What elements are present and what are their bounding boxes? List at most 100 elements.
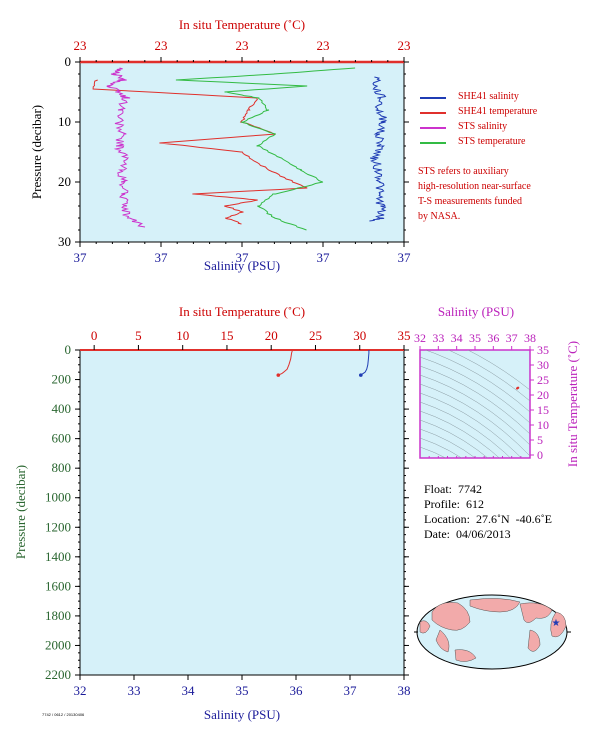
legend-swatch xyxy=(420,97,446,99)
top-series-group xyxy=(92,67,387,231)
legend-swatch xyxy=(420,127,446,129)
bottom-ticks-group: 0 5 10 15 20 25 30 35 32 33 34 35 36 37 38 0 200 400 600 80… xyxy=(45,328,411,698)
ts-temp-tick-label: 20 xyxy=(537,388,549,402)
bottom-sal-tick-label: 33 xyxy=(128,683,141,698)
top-sal-tick-label: 37 xyxy=(398,250,412,265)
map-landmass xyxy=(519,602,553,623)
ts-density-contour xyxy=(420,383,530,457)
world-map: ★ xyxy=(414,594,571,670)
legend-swatch xyxy=(420,112,446,114)
ts-salinity-tick-label: 34 xyxy=(451,331,463,345)
ts-salinity-tick-label: 38 xyxy=(524,331,536,345)
bottom-pressure-tick-label: 2000 xyxy=(45,637,71,652)
bottom-temp-tick-label: 20 xyxy=(265,328,278,343)
legend-label: STS salinity xyxy=(458,121,508,132)
legend-label: SHE41 temperature xyxy=(458,106,538,117)
top-pressure-tick-label: 0 xyxy=(65,54,72,69)
bottom-series-line xyxy=(360,350,370,376)
bottom-pressure-tick-label: 200 xyxy=(52,372,72,387)
bottom-series-group xyxy=(276,349,370,377)
top-sal-tick-label: 37 xyxy=(317,250,331,265)
map-landmass xyxy=(435,629,450,653)
ts-point xyxy=(516,386,520,389)
ts-density-contour xyxy=(447,350,530,402)
ts-density-contour xyxy=(420,410,500,458)
footer-id: 7742 / 0612 / 20130406 xyxy=(42,712,85,717)
bottom-pressure-tick-label: 400 xyxy=(52,401,72,416)
bottom-pressure-tick-label: 1400 xyxy=(45,549,71,564)
sts-note: STS refers to auxiliary high-resolution … xyxy=(418,164,588,224)
bottom-temp-tick-label: 15 xyxy=(220,328,233,343)
map-landmass xyxy=(550,611,567,638)
map-landmass xyxy=(527,629,541,652)
ts-salinity-tick-label: 37 xyxy=(506,331,518,345)
ts-density-contour xyxy=(424,350,530,413)
legend-label: SHE41 salinity xyxy=(458,91,519,102)
bottom-pressure-tick-label: 1600 xyxy=(45,578,71,593)
bottom-temp-tick-label: 25 xyxy=(309,328,322,343)
top-salinity-axis-title: Salinity (PSU) xyxy=(204,258,280,273)
bottom-sal-tick-label: 36 xyxy=(290,683,304,698)
info-profile: Profile: 612 xyxy=(424,497,484,511)
top-pressure-axis-title: Pressure (decibar) xyxy=(29,105,44,199)
ts-temp-tick-label: 35 xyxy=(537,343,549,357)
bottom-temp-tick-label: 5 xyxy=(135,328,142,343)
bottom-sal-tick-label: 35 xyxy=(236,683,249,698)
bottom-series-end-point xyxy=(276,373,281,377)
top-pressure-tick-label: 30 xyxy=(58,234,71,249)
ts-density-contour xyxy=(420,401,511,458)
map-landmass xyxy=(469,598,521,613)
bottom-pressure-tick-label: 0 xyxy=(65,342,72,357)
note-line: by NASA. xyxy=(418,211,461,222)
note-line: high-resolution near-surface xyxy=(418,181,531,192)
top-panel: 23 23 23 23 23 37 37 37 37 37 0 10 20 30 In situ Temp… xyxy=(29,17,411,273)
top-series-line xyxy=(369,76,387,222)
bottom-temperature-axis-title: In situ Temperature (˚C) xyxy=(179,304,305,319)
bottom-pressure-tick-label: 1200 xyxy=(45,519,71,534)
bottom-temp-tick-label: 10 xyxy=(176,328,189,343)
top-series-line xyxy=(106,67,146,228)
ts-density-contour xyxy=(420,392,522,458)
bottom-sal-tick-label: 34 xyxy=(182,683,196,698)
top-ticks-group: 23 23 23 23 23 37 37 37 37 37 0 10 20 30 xyxy=(58,38,411,265)
ts-salinity-tick-label: 32 xyxy=(414,331,426,345)
top-temp-tick-label: 23 xyxy=(317,38,330,53)
ts-temp-tick-label: 25 xyxy=(537,373,549,387)
ts-density-contour xyxy=(420,419,489,458)
top-temp-tick-label: 23 xyxy=(155,38,168,53)
bottom-temp-tick-label: 0 xyxy=(91,328,98,343)
info-float: Float: 7742 xyxy=(424,482,483,496)
bottom-temp-tick-label: 35 xyxy=(398,328,411,343)
ts-temp-tick-label: 30 xyxy=(537,358,549,372)
bottom-pressure-axis-title: Pressure (decibar) xyxy=(13,465,28,559)
ts-temp-tick-label: 10 xyxy=(537,418,549,432)
top-series-line xyxy=(175,67,356,231)
note-line: T-S measurements funded xyxy=(418,196,523,207)
map-landmass xyxy=(454,649,477,662)
ts-temp-tick-label: 0 xyxy=(537,448,543,462)
bottom-plot-area xyxy=(79,349,405,676)
bottom-temp-tick-label: 30 xyxy=(353,328,366,343)
top-pressure-tick-label: 20 xyxy=(58,174,71,189)
bottom-pressure-tick-label: 800 xyxy=(52,460,72,475)
bottom-sal-tick-label: 37 xyxy=(344,683,358,698)
ts-salinity-tick-label: 33 xyxy=(432,331,444,345)
bottom-series-line xyxy=(278,349,293,376)
top-sal-tick-label: 37 xyxy=(155,250,169,265)
top-temp-tick-label: 23 xyxy=(74,38,87,53)
ts-salinity-axis-title: Salinity (PSU) xyxy=(438,304,514,319)
top-sal-tick-label: 37 xyxy=(74,250,88,265)
legend-swatch xyxy=(420,142,446,144)
info-location: Location: 27.6˚N -40.6˚E xyxy=(424,512,552,526)
top-temp-tick-label: 23 xyxy=(236,38,249,53)
ts-density-contour xyxy=(420,374,530,446)
ts-density-contour xyxy=(420,356,530,424)
ts-temp-tick-label: 5 xyxy=(537,433,543,447)
bottom-panel: 0 5 10 15 20 25 30 35 32 33 34 35 36 37 38 0 200 400 600 80… xyxy=(13,304,411,722)
ts-salinity-tick-label: 36 xyxy=(487,331,499,345)
ts-plot-area xyxy=(419,349,531,459)
float-location-marker: ★ xyxy=(552,618,561,629)
